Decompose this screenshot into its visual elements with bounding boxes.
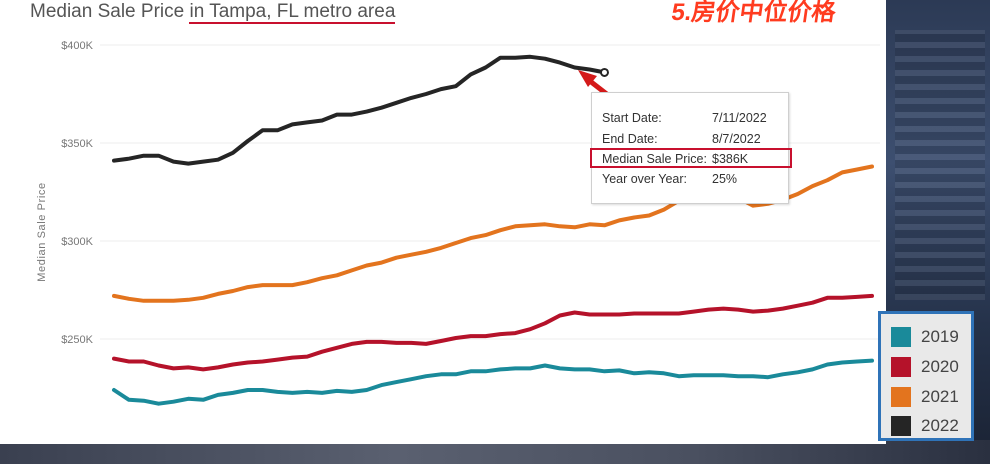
legend-item-2020[interactable]: 2020 — [891, 355, 971, 379]
chart-panel: Median Sale Price in Tampa, FL metro are… — [0, 0, 886, 444]
series-line-2022[interactable] — [112, 54, 607, 166]
background-blinds — [895, 30, 985, 300]
series-line-2020[interactable] — [112, 293, 874, 372]
tooltip-row-end: End Date: 8/7/2022 — [602, 132, 761, 146]
tooltip-label: Median Sale Price: — [602, 152, 707, 166]
y-tick-label: $250K — [61, 334, 93, 346]
tooltip-value: 25% — [712, 172, 738, 186]
series-line-2019[interactable] — [112, 358, 874, 406]
legend-swatch — [891, 387, 911, 407]
legend-label: 2020 — [921, 357, 959, 376]
tooltip-row-price: Median Sale Price: $386K — [602, 152, 748, 166]
tooltip-value: 8/7/2022 — [712, 132, 761, 146]
line-chart: $250K $300K $350K $400K Median Sale Price — [36, 40, 880, 406]
legend-swatch — [891, 357, 911, 377]
chart-title-prefix: Median Sale Price — [30, 1, 190, 22]
legend-item-2021[interactable]: 2021 — [891, 385, 971, 409]
legend-swatch — [891, 416, 911, 436]
tooltip-row-start: Start Date: 7/11/2022 — [602, 111, 767, 125]
legend: 2019 2020 2021 2022 — [878, 311, 974, 441]
arrow-head — [578, 70, 597, 87]
background-floor — [0, 440, 990, 464]
tooltip-label: Year over Year: — [602, 172, 688, 186]
tooltip-value: 7/11/2022 — [712, 111, 767, 125]
y-tick-label: $350K — [61, 138, 93, 150]
tooltip-value: $386K — [712, 152, 749, 166]
legend-item-2022[interactable]: 2022 — [891, 414, 971, 438]
legend-label: 2022 — [921, 416, 959, 435]
hover-marker — [599, 67, 609, 77]
y-tick-label: $300K — [61, 236, 93, 248]
y-tick-label: $400K — [61, 40, 93, 52]
legend-label: 2021 — [921, 387, 959, 406]
legend-item-2019[interactable]: 2019 — [891, 325, 971, 349]
tooltip-row-yoy: Year over Year: 25% — [602, 172, 737, 186]
tooltip-label: Start Date: — [602, 111, 662, 125]
chart-title-location: in Tampa, FL metro area — [189, 1, 396, 24]
data-tooltip: Start Date: 7/11/2022 End Date: 8/7/2022 M… — [591, 92, 789, 204]
video-caption-overlay: 5.房价中位价格 — [669, 0, 838, 26]
tooltip-label: End Date: — [602, 132, 658, 146]
chart-title: Median Sale Price in Tampa, FL metro are… — [30, 0, 396, 26]
y-axis-label: Median Sale Price — [36, 182, 48, 281]
legend-swatch — [891, 327, 911, 347]
hover-point[interactable] — [599, 67, 609, 77]
y-tick-labels: $250K $300K $350K $400K — [61, 40, 93, 346]
legend-label: 2019 — [921, 327, 959, 346]
